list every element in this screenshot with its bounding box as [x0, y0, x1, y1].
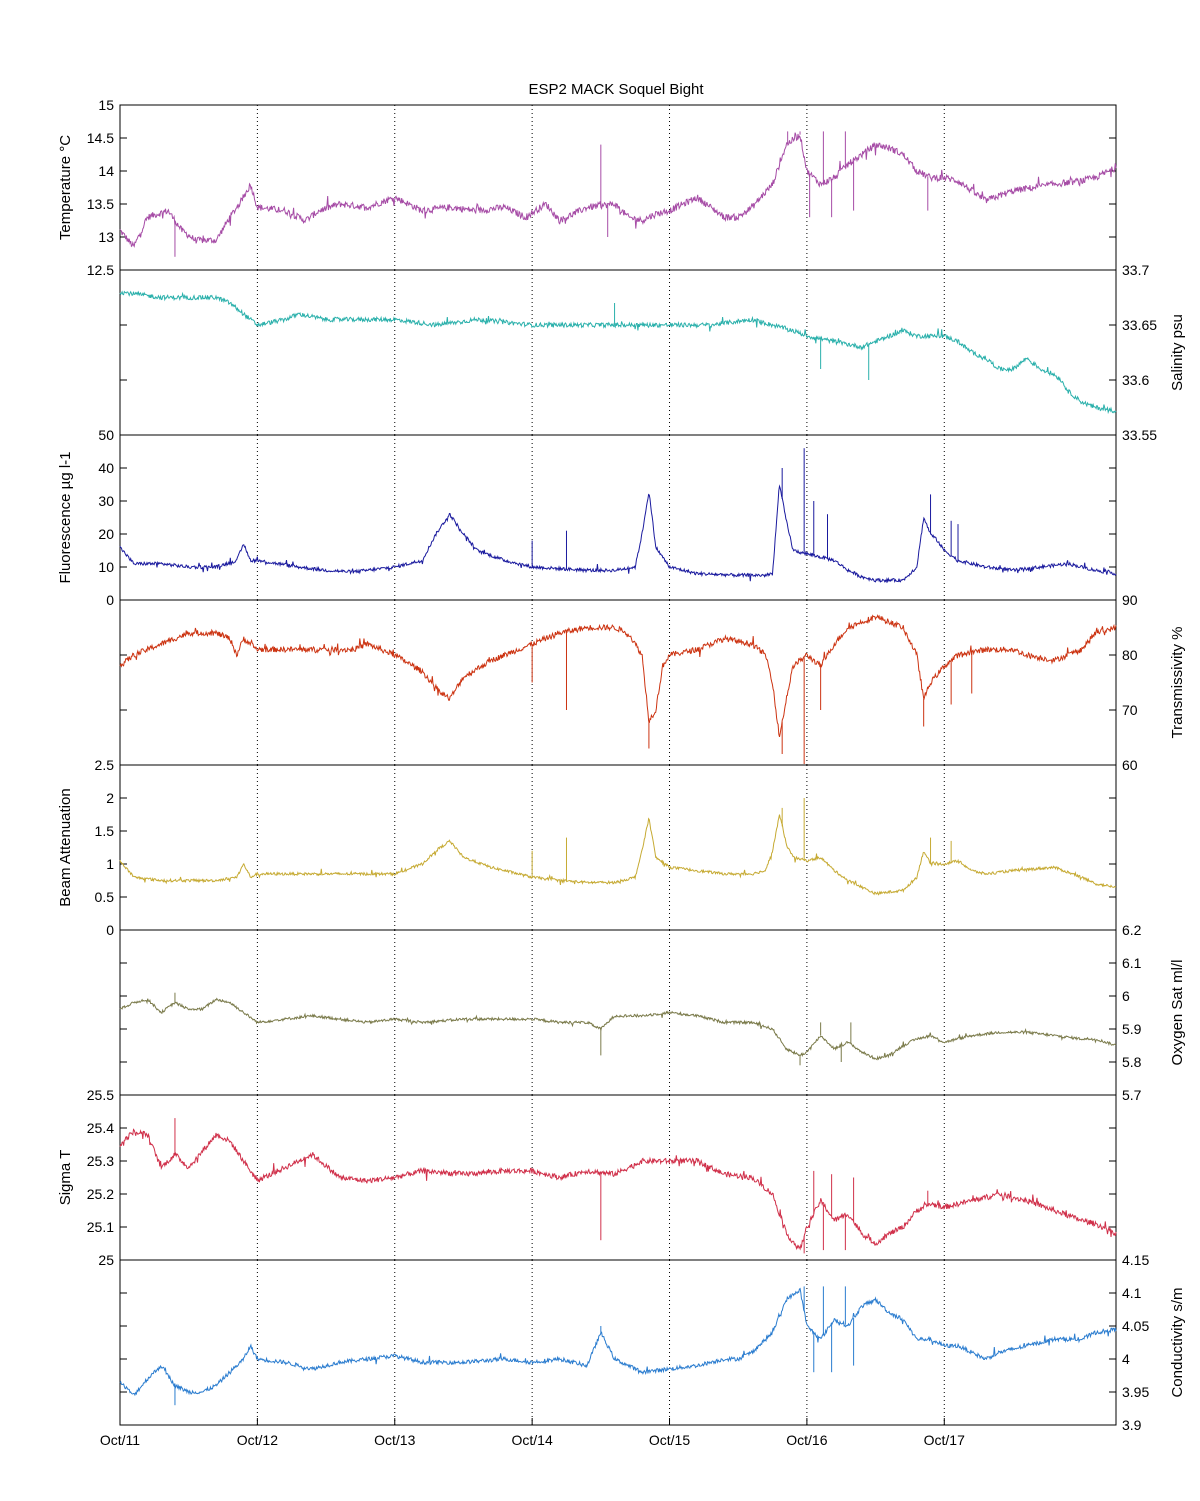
y-tick-label: 13.5	[87, 196, 114, 212]
y-tick-label: 4.05	[1122, 1318, 1149, 1334]
y-tick-label: 40	[98, 460, 114, 476]
panel-0: 12.5 13 13.5 14 14.5 15 Temperature °C	[57, 97, 1117, 278]
panel-7: 3.9 3.95 4 4.05 4.1 4.15 Conductivity s/m	[119, 1252, 1186, 1433]
panel-frame	[119, 1094, 1117, 1261]
x-tick-label: Oct/14	[512, 1432, 553, 1448]
y-tick-label: 0.5	[95, 889, 115, 905]
x-tick-label: Oct/11	[100, 1432, 140, 1448]
y-axis-label: Transmissivity %	[1169, 627, 1186, 739]
panel-3: 60 70 80 90 Transmissivity %	[119, 592, 1186, 773]
panel-4: 0 0.5 1 1.5 2 2.5 Beam Attenuation	[57, 757, 1117, 938]
y-tick-label: 25.5	[87, 1087, 114, 1103]
series-line	[119, 1128, 1117, 1251]
x-axis: Oct/11 Oct/12 Oct/13 Oct/14 Oct/15 Oct/16 Oct/…	[100, 1418, 965, 1448]
y-axis-label: Sigma T	[57, 1150, 74, 1206]
panel-frame	[119, 764, 1117, 931]
y-tick-label: 2.5	[95, 757, 115, 773]
panel-frame	[119, 269, 1117, 436]
x-tick-label: Oct/13	[374, 1432, 415, 1448]
y-tick-label: 50	[98, 427, 114, 443]
y-axis-label: Salinity psu	[1169, 314, 1186, 391]
y-tick-label: 60	[1122, 757, 1138, 773]
y-tick-label: 1.5	[95, 823, 115, 839]
y-tick-label: 0	[106, 922, 114, 938]
panel-frame	[119, 1259, 1117, 1426]
series-line	[119, 484, 1117, 584]
y-tick-label: 6.2	[1122, 922, 1142, 938]
series-line	[119, 1287, 1117, 1397]
series-line	[119, 997, 1117, 1061]
y-tick-label: 14.5	[87, 130, 114, 146]
y-axis-label: Beam Attenuation	[57, 788, 74, 906]
series-line	[119, 814, 1117, 896]
y-tick-label: 20	[98, 526, 114, 542]
y-axis-label: Fluorescence µg l-1	[57, 451, 74, 583]
y-axis-label: Conductivity s/m	[1169, 1287, 1186, 1397]
series-line	[119, 290, 1117, 415]
y-tick-label: 25.3	[87, 1153, 114, 1169]
y-tick-label: 14	[98, 163, 114, 179]
x-tick-label: Oct/15	[649, 1432, 690, 1448]
panel-6: 25 25.1 25.2 25.3 25.4 25.5 Sigma T	[57, 1087, 1117, 1268]
y-tick-label: 90	[1122, 592, 1138, 608]
y-tick-label: 33.6	[1122, 372, 1149, 388]
y-tick-label: 0	[106, 592, 114, 608]
y-tick-label: 33.7	[1122, 262, 1149, 278]
panel-frame	[119, 434, 1117, 601]
series-line	[119, 132, 1117, 248]
y-tick-label: 2	[106, 790, 114, 806]
y-tick-label: 6	[1122, 988, 1130, 1004]
series-line	[119, 614, 1117, 738]
y-tick-label: 33.65	[1122, 317, 1157, 333]
panel-frame	[119, 929, 1117, 1096]
x-tick-label: Oct/17	[924, 1432, 965, 1448]
y-tick-label: 80	[1122, 647, 1138, 663]
y-tick-label: 25	[98, 1252, 114, 1268]
panel-frame	[119, 599, 1117, 766]
y-tick-label: 6.1	[1122, 955, 1142, 971]
x-tick-label: Oct/12	[237, 1432, 278, 1448]
y-tick-label: 5.9	[1122, 1021, 1142, 1037]
panel-1: 33.55 33.6 33.65 33.7 Salinity psu	[119, 262, 1186, 443]
y-axis-label: Oxygen Sat ml/l	[1169, 960, 1186, 1066]
y-tick-label: 5.8	[1122, 1054, 1142, 1070]
y-tick-label: 25.1	[87, 1219, 114, 1235]
y-axis-label: Temperature °C	[57, 135, 74, 240]
chart-title: ESP2 MACK Soquel Bight	[528, 81, 704, 98]
y-tick-label: 15	[98, 97, 114, 113]
y-tick-label: 10	[98, 559, 114, 575]
y-tick-label: 70	[1122, 702, 1138, 718]
y-tick-label: 12.5	[87, 262, 114, 278]
y-tick-label: 25.2	[87, 1186, 114, 1202]
panel-5: 5.7 5.8 5.9 6 6.1 6.2 Oxygen Sat ml/l	[119, 922, 1186, 1103]
y-tick-label: 4.1	[1122, 1285, 1142, 1301]
y-tick-label: 25.4	[87, 1120, 114, 1136]
y-tick-label: 4.15	[1122, 1252, 1149, 1268]
y-tick-label: 3.9	[1122, 1417, 1142, 1433]
y-tick-label: 1	[106, 856, 114, 872]
y-tick-label: 33.55	[1122, 427, 1157, 443]
y-tick-label: 30	[98, 493, 114, 509]
panel-2: 0 10 20 30 40 50 Fluorescence µg l-1	[57, 427, 1117, 608]
y-tick-label: 4	[1122, 1351, 1130, 1367]
y-tick-label: 13	[98, 229, 114, 245]
x-tick-label: Oct/16	[786, 1432, 827, 1448]
y-tick-label: 3.95	[1122, 1384, 1149, 1400]
y-tick-label: 5.7	[1122, 1087, 1142, 1103]
